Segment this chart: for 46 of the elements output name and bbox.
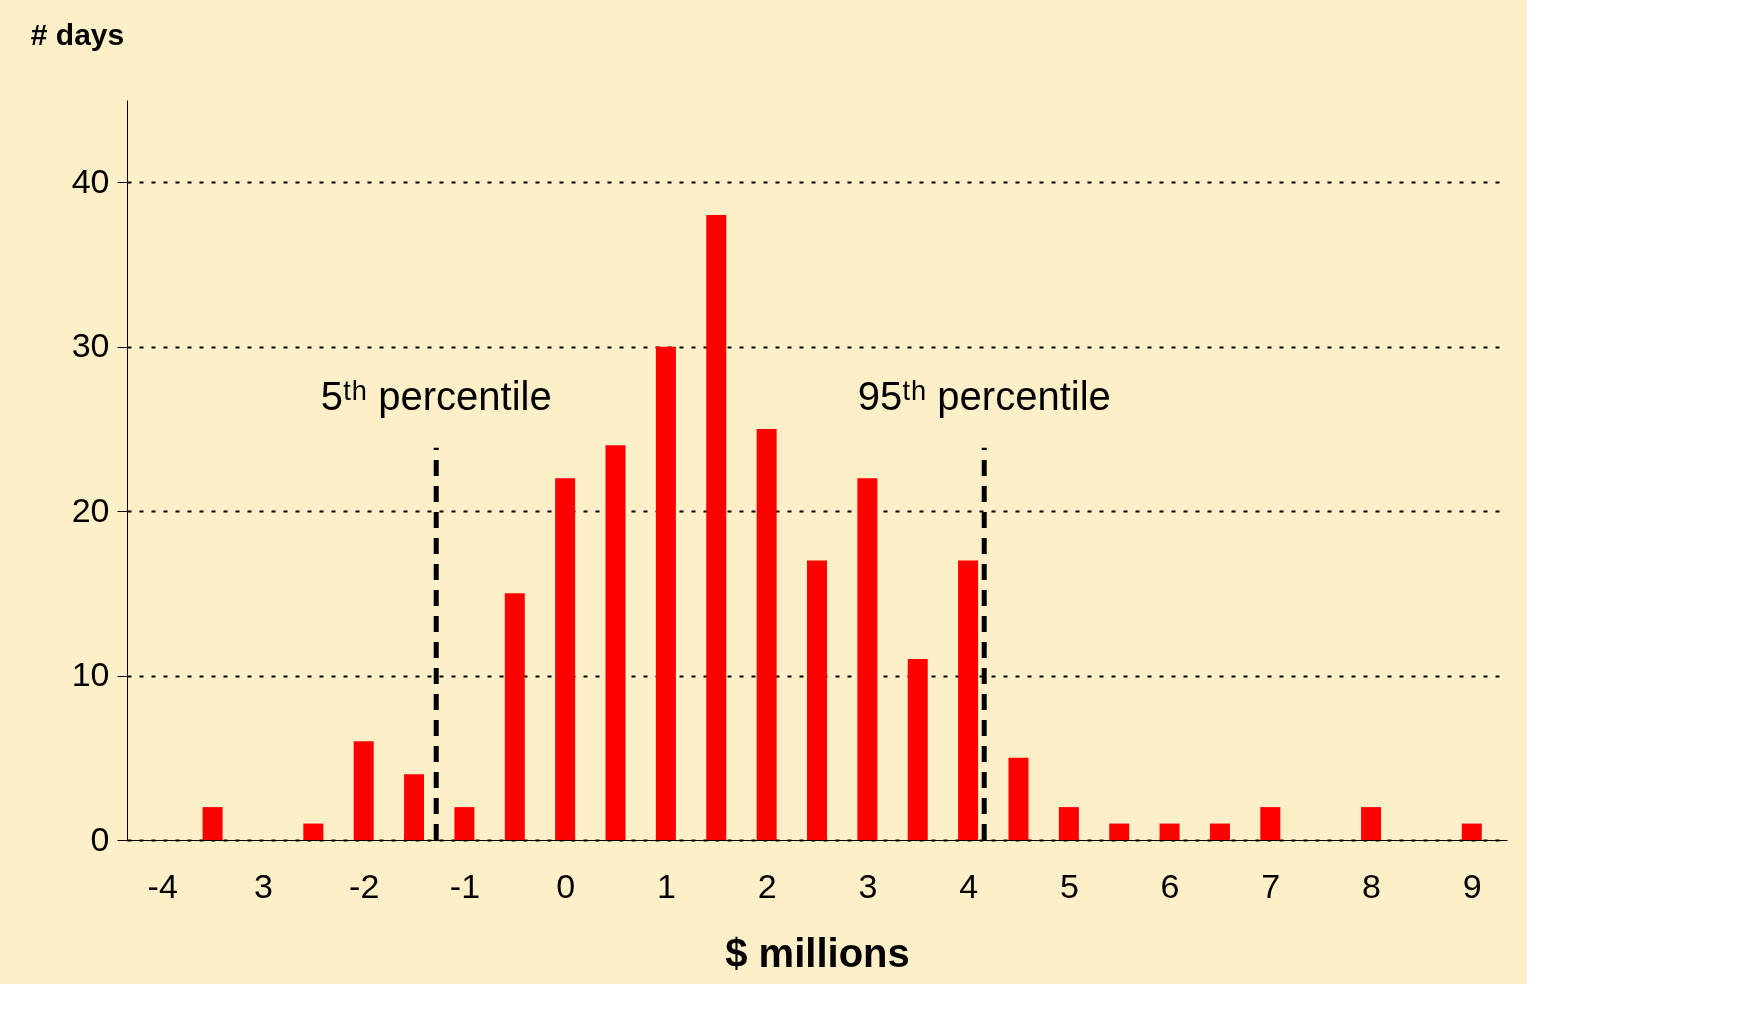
bar [706,215,727,840]
bar [353,741,374,840]
bar [1058,807,1079,840]
x-tick-label: -1 [449,866,481,905]
bar [1260,807,1281,840]
x-tick-label: 3 [858,866,878,905]
y-tick-label: 30 [71,326,110,365]
x-tick-label: 9 [1462,866,1482,905]
bar [555,478,576,840]
bar [655,346,676,840]
x-axis-title: $ millions [725,930,910,975]
ref-line-label: 95ᵗʰ percentile [857,374,1111,419]
bar [1109,823,1130,840]
bar [303,823,324,840]
y-axis-title: # days [30,17,125,51]
y-tick-label: 10 [71,655,110,694]
bar [202,807,223,840]
y-tick-label: 0 [90,819,110,858]
bar [1461,823,1482,840]
bar [958,560,979,840]
bar [1159,823,1180,840]
y-tick-label: 20 [71,490,110,529]
x-tick-label: 1 [656,866,676,905]
bar [404,774,425,840]
bar [857,478,878,840]
bar [1361,807,1382,840]
x-tick-label: 7 [1261,866,1281,905]
bar [807,560,827,840]
x-tick-label: 5 [1059,866,1079,905]
bar [454,807,475,840]
x-tick-label: -2 [349,866,380,905]
x-tick-label: -4 [147,866,178,905]
bar [1209,823,1230,840]
x-tick-label: 0 [556,866,576,905]
bar [1008,757,1029,840]
bar [605,445,626,840]
ref-line-label: 5ᵗʰ percentile [320,374,552,419]
bar [756,428,777,840]
x-tick-label: 4 [959,866,979,905]
y-tick-label: 40 [71,161,110,200]
x-tick-label: 3 [253,866,273,905]
bar [504,593,525,840]
x-tick-label: 6 [1160,866,1180,905]
x-tick-label: 8 [1362,866,1382,905]
bar [907,659,928,840]
x-tick-label: 2 [757,866,777,905]
